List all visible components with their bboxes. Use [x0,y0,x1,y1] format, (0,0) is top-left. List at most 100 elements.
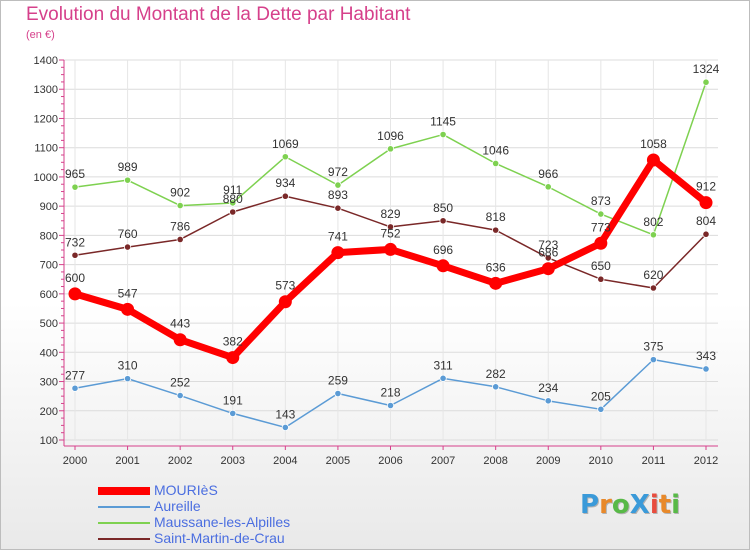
x-tick-label: 2001 [115,455,139,467]
legend-swatch [98,487,150,495]
data-label: 443 [170,317,190,331]
x-tick-label: 2000 [63,455,87,467]
y-tick-label: 400 [40,347,58,359]
data-label: 310 [118,359,138,373]
series-point-2 [386,145,395,153]
data-label: 218 [380,386,400,400]
logo-letter: r [599,490,612,520]
series-point-1 [649,356,658,364]
x-tick-label: 2003 [221,455,245,467]
series-point-3 [71,251,79,259]
series-point-1 [544,397,552,405]
series-point-1 [492,383,500,391]
data-label: 741 [328,230,348,244]
logo-letter: P [580,490,600,520]
logo-letter: i [649,490,659,520]
data-label: 723 [538,238,558,252]
chart-subtitle: (en €) [26,29,55,41]
series-point-3 [334,204,342,212]
series-point-0 [121,302,135,316]
data-label: 277 [65,368,85,382]
series-point-3 [123,243,132,251]
series-point-3 [386,223,395,231]
series-point-3 [229,208,237,216]
series-point-2 [281,153,289,161]
series-point-3 [439,217,447,225]
data-label: 786 [170,219,190,233]
data-label: 760 [118,227,138,241]
data-label: 966 [538,167,558,181]
legend-swatch [98,522,150,524]
data-label: 818 [486,210,506,224]
data-label: 773 [591,220,611,234]
data-label: 829 [380,207,400,221]
x-tick-label: 2008 [483,455,507,467]
series-point-1 [439,374,447,382]
series-point-0 [278,295,292,309]
logo-letter: i [671,490,681,520]
series-point-1 [123,375,132,383]
series-point-2 [123,176,132,184]
data-label: 343 [696,349,716,363]
series-point-2 [544,183,552,191]
data-label: 1046 [482,143,509,157]
data-label: 802 [643,215,663,229]
series-point-3 [492,226,500,234]
y-tick-label: 1100 [34,143,58,155]
series-point-0 [384,242,397,256]
data-label: 911 [223,183,242,197]
y-tick-label: 800 [40,230,58,242]
series-point-2 [597,210,605,218]
data-label: 636 [486,260,506,274]
y-tick-label: 200 [40,406,58,418]
data-label: 1096 [377,129,404,143]
data-label: 804 [696,214,716,228]
data-label: 234 [538,381,558,395]
x-tick-label: 2005 [326,455,350,467]
data-label: 732 [65,235,85,249]
logo-letter: t [658,490,672,520]
y-tick-label: 500 [40,318,58,330]
x-tick-label: 2007 [431,455,455,467]
data-label: 600 [65,271,85,285]
x-tick-label: 2012 [694,455,718,467]
series-point-1 [597,405,605,413]
series-point-1 [702,365,710,373]
series-point-3 [544,254,552,262]
series-point-2 [492,159,500,168]
data-label: 252 [170,376,190,390]
series-point-0 [226,351,240,365]
y-tick-label: 1400 [34,55,58,67]
legend-label: Aureille [154,498,201,514]
series-point-2 [649,231,658,239]
series-point-0 [541,262,555,276]
series-point-3 [597,275,605,283]
data-label: 850 [433,201,453,215]
x-tick-label: 2009 [536,455,560,467]
y-tick-label: 1000 [34,172,58,184]
data-label: 547 [118,286,138,300]
data-label: 1058 [640,137,667,151]
series-point-1 [176,391,184,400]
data-label: 1145 [430,115,456,129]
y-tick-label: 100 [40,435,58,447]
series-point-3 [281,192,289,200]
legend-swatch [98,506,150,508]
data-label: 650 [591,259,611,273]
data-label: 686 [538,246,558,260]
data-label: 311 [434,358,453,372]
data-label: 191 [223,393,243,407]
series-point-2 [702,78,710,86]
data-label: 573 [275,279,295,293]
data-label: 752 [380,226,400,240]
data-label: 989 [118,160,138,174]
x-tick-label: 2011 [642,455,666,467]
proxiti-logo: ProXiti [580,490,680,520]
data-label: 1324 [693,62,720,76]
series-point-0 [699,196,713,210]
series-point-0 [331,246,345,260]
data-label: 965 [65,167,85,181]
data-label: 282 [486,367,506,381]
